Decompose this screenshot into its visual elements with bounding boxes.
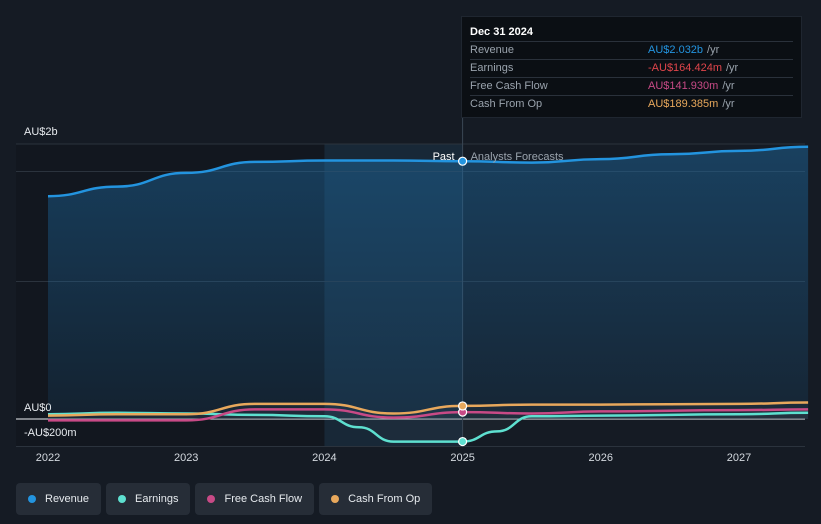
legend-item-cash-from-op[interactable]: Cash From Op (319, 483, 433, 515)
revenue-highlight-point (458, 156, 468, 166)
x-tick-label: 2024 (312, 452, 336, 464)
tooltip-row-cash-from-op: Cash From Op AU$189.385m /yr (470, 95, 793, 113)
y-axis-top-label: AU$2b (24, 126, 58, 138)
x-tick-label: 2027 (727, 452, 751, 464)
tooltip-panel: Dec 31 2024 Revenue AU$2.032b /yr Earnin… (461, 16, 802, 118)
tooltip-unit: /yr (726, 62, 739, 74)
revenue-area (48, 146, 809, 420)
y-axis-bottom-label: -AU$200m (24, 427, 77, 439)
legend-item-earnings[interactable]: Earnings (106, 483, 191, 515)
tooltip-label: Cash From Op (470, 98, 543, 110)
earnings-area (48, 412, 809, 442)
tooltip-label: Revenue (470, 44, 515, 56)
tooltip-row-free-cash-flow: Free Cash Flow AU$141.930m /yr (470, 77, 793, 95)
tooltip-unit: /yr (707, 44, 720, 56)
legend-label: Earnings (135, 493, 179, 505)
tooltip-value: -AU$164.424m (648, 62, 722, 74)
tooltip-label: Free Cash Flow (470, 80, 548, 92)
legend: Revenue Earnings Free Cash Flow Cash Fro… (16, 483, 433, 515)
legend-label: Free Cash Flow (224, 493, 303, 505)
legend-dot-icon (118, 495, 127, 503)
cash-from-op-line (47, 401, 809, 417)
cash-from-op-highlight-point (458, 401, 468, 411)
legend-dot-icon (28, 495, 36, 503)
y-axis-zero-label: AU$0 (24, 402, 52, 414)
legend-label: Cash From Op (348, 493, 421, 505)
past-label: Past (433, 151, 455, 163)
free-cash-flow-line (48, 408, 809, 422)
forecast-label: Analysts Forecasts (471, 151, 564, 163)
tooltip-unit: /yr (722, 98, 735, 110)
tooltip-value: AU$2.032b (648, 44, 704, 56)
revenue-line (47, 145, 809, 198)
x-tick-label: 2026 (589, 452, 613, 464)
tooltip-value: AU$141.930m (648, 80, 719, 92)
legend-item-free-cash-flow[interactable]: Free Cash Flow (195, 483, 315, 515)
earnings-highlight-point (458, 436, 468, 447)
legend-dot-icon (331, 495, 340, 503)
x-tick-label: 2022 (36, 452, 60, 464)
tooltip-row-earnings: Earnings -AU$164.424m /yr (470, 59, 793, 77)
legend-dot-icon (207, 495, 216, 503)
x-tick-label: 2025 (450, 452, 474, 464)
x-tick-label: 2023 (174, 452, 198, 464)
chart: 2022 2023 2024 2025 2026 2027 AU$2b AU$0 -AU$200… (16, 16, 809, 464)
legend-label: Revenue (45, 493, 90, 505)
tooltip-value: AU$189.385m (648, 98, 719, 110)
tooltip-label: Earnings (470, 62, 514, 74)
legend-item-revenue[interactable]: Revenue (16, 483, 102, 515)
tooltip-date: Dec 31 2024 (470, 26, 533, 38)
tooltip-row-revenue: Revenue AU$2.032b /yr (470, 41, 793, 59)
tooltip-unit: /yr (722, 80, 735, 92)
